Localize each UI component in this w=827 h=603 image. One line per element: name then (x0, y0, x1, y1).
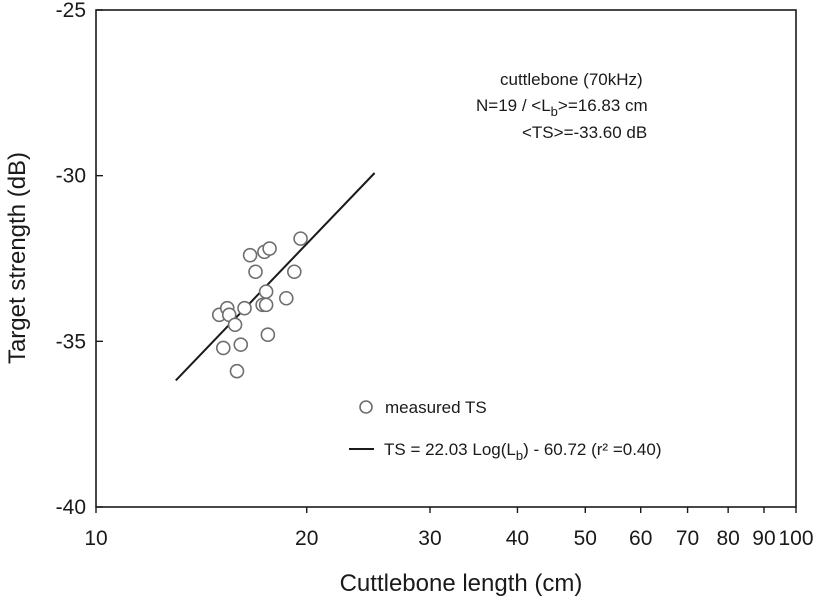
data-point (278, 290, 294, 306)
x-tick-label: 40 (506, 527, 529, 550)
legend: measured TS TS = 22.03 Log(Lb) - 60.72 (… (349, 398, 662, 463)
legend-line-label-suffix: ) - 60.72 (r² =0.40) (523, 440, 661, 459)
x-axis-ticks: 10 20 30 40 50 60 70 80 90 100 (84, 507, 814, 550)
annotation-line-2: N=19 / <Lb>=16.83 cm (476, 96, 648, 119)
data-point (262, 241, 277, 256)
data-point (260, 327, 276, 343)
y-tick-label: -40 (56, 496, 86, 519)
legend-line-label: TS = 22.03 Log(Lb) - 60.72 (r² =0.40) (384, 440, 662, 463)
data-point (258, 284, 274, 299)
x-tick-label: 30 (418, 527, 441, 550)
annotation-line-2-subscript: b (551, 104, 558, 119)
x-tick-label: 50 (574, 527, 597, 550)
data-point (233, 337, 249, 352)
y-tick-label: -30 (56, 165, 86, 188)
x-tick-label: 70 (676, 527, 699, 550)
legend-scatter-label: measured TS (385, 398, 487, 417)
y-axis-ticks: -40 -35 -30 -25 (56, 0, 103, 519)
x-tick-label: 60 (629, 527, 652, 550)
annotation-line-2-prefix: N=19 / <L (476, 96, 551, 115)
x-tick-label: 100 (778, 527, 813, 550)
data-point (248, 264, 263, 280)
legend-line-label-prefix: TS = 22.03 Log(L (384, 440, 516, 459)
data-point (237, 300, 252, 316)
data-point (215, 340, 231, 356)
x-tick-label: 80 (716, 527, 739, 550)
data-point (227, 317, 243, 333)
data-point (293, 231, 308, 246)
data-point (242, 247, 258, 263)
legend-line-label-subscript: b (516, 448, 523, 463)
x-tick-label: 20 (295, 527, 318, 550)
x-tick-label: 10 (84, 527, 107, 550)
scatter-points-layer (211, 231, 308, 379)
y-axis-title: Target strength (dB) (4, 152, 31, 364)
data-point (287, 264, 302, 280)
data-point (229, 363, 245, 379)
annotation-line-1: cuttlebone (70kHz) (500, 70, 643, 89)
y-tick-label: -35 (56, 330, 86, 353)
y-tick-label: -25 (56, 0, 86, 22)
annotation-line-3: <TS>=-33.60 dB (522, 123, 647, 142)
annotation-line-2-suffix: >=16.83 cm (558, 96, 648, 115)
data-point (258, 297, 274, 313)
x-tick-label: 90 (752, 527, 775, 550)
regression-line (175, 172, 376, 382)
fit-line-layer (175, 172, 376, 382)
x-axis-title: Cuttlebone length (cm) (340, 570, 583, 597)
plot-area-frame (95, 9, 797, 508)
legend-scatter-marker (359, 400, 373, 414)
